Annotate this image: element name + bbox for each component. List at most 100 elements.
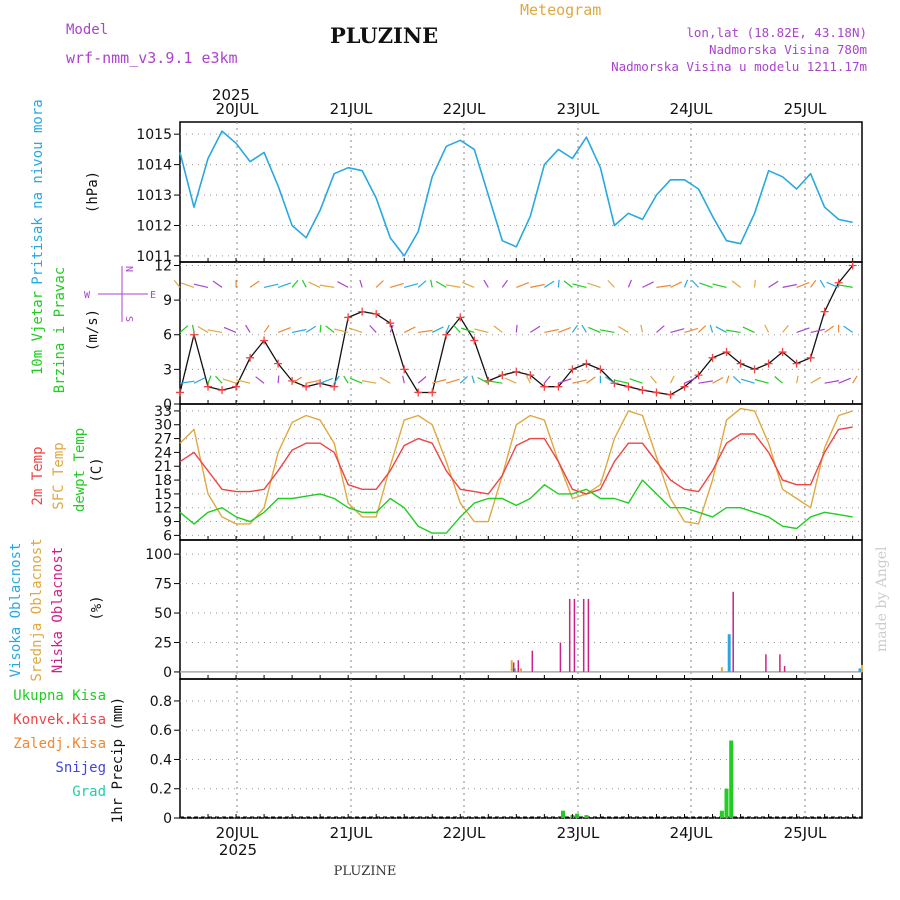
grid-layer: [179, 121, 863, 819]
wind-speed-marker: [358, 307, 367, 316]
wind-direction-arrow: [712, 283, 727, 288]
top-day-label: 25JUL: [784, 100, 827, 118]
precip-unit: 1hr Precip (mm): [110, 697, 126, 823]
cloud-ytick-label: 0: [163, 665, 172, 681]
wind-direction-arrow: [212, 280, 223, 288]
wind-direction-arrow: [617, 325, 629, 333]
precip-ytick-label: 0.2: [150, 782, 172, 798]
cloud-ytick-label: 75: [154, 577, 172, 593]
wind-direction-arrow: [301, 279, 307, 288]
wind-direction-arrow: [369, 324, 377, 333]
wind-speed-marker: [554, 382, 563, 391]
wind-direction-arrow: [305, 325, 317, 333]
wind-direction-arrow: [599, 329, 615, 334]
temp-ytick-label: 15: [154, 487, 172, 503]
wind-direction-arrow: [487, 380, 503, 384]
wind-direction-arrow: [563, 280, 573, 288]
wind-direction-arrow: [530, 283, 545, 288]
wind-direction-arrow: [245, 324, 251, 333]
pressure-ytick-label: 1013: [136, 188, 172, 204]
wind-direction-arrow: [824, 380, 840, 384]
temp2m-line: [179, 426, 853, 495]
top-day-label: 22JUL: [443, 100, 486, 118]
wind-speed-marker: [666, 390, 675, 399]
wind-direction-arrow: [726, 329, 741, 334]
top-day-labels: 20JUL 21JUL 22JUL 23JUL 24JUL 25JUL: [216, 100, 827, 118]
wind-direction-arrow: [826, 281, 839, 288]
wind-ytick-label: 0: [163, 397, 172, 413]
wind-direction-arrow: [656, 284, 671, 288]
pressure-label: Pritisak na nivou mora: [30, 99, 46, 284]
wind-speed-marker: [232, 382, 241, 391]
legend-total-rain: Ukupna Kisa: [13, 688, 106, 704]
wind-direction-arrow: [581, 324, 587, 333]
precip-bar: [729, 740, 734, 818]
wind-speed-marker: [624, 382, 633, 391]
wind-speed-marker: [848, 261, 857, 270]
wind-direction-arrow: [572, 379, 587, 384]
wind-direction-arrow: [544, 280, 555, 288]
wind-direction-arrow: [819, 279, 826, 288]
precip-ytick-label: 0: [163, 811, 172, 827]
temp-unit: (C): [89, 457, 105, 482]
precip-ytick-label: 0.6: [150, 723, 172, 739]
wind-direction-arrow: [379, 376, 391, 384]
wind-ytick-label: 3: [163, 362, 172, 378]
wind-direction-arrow: [483, 279, 489, 288]
wind-direction-arrow: [179, 325, 189, 333]
wind-direction-arrow: [337, 281, 349, 288]
wind-direction-arrow: [754, 378, 769, 384]
temp-ytick-label: 24: [154, 445, 172, 461]
wind-direction-arrow: [640, 324, 644, 333]
wind-direction-arrow: [684, 377, 697, 384]
pressure-frame: [179, 121, 863, 263]
wind-direction-arrow: [389, 324, 394, 333]
pressure-ytick-label: 1011: [136, 249, 172, 265]
temp-ytick-label: 9: [163, 515, 172, 531]
wind-speed-marker: [778, 348, 787, 357]
wind-direction-arrow: [181, 282, 195, 288]
wind-direction-arrow: [796, 375, 799, 384]
wind-direction-arrow: [558, 378, 572, 384]
wind-direction-arrow: [852, 375, 858, 384]
wind-direction-arrow: [731, 280, 741, 288]
wind-direction-arrow: [236, 379, 251, 384]
wind-direction-arrow: [291, 328, 307, 334]
compass-n: N: [123, 266, 134, 272]
precip-bar: [724, 788, 729, 818]
meteogram-title: Meteogram: [520, 1, 601, 19]
wind-direction-arrow: [432, 378, 447, 384]
wind-ytick-label: 9: [163, 293, 172, 309]
wind-direction-arrow: [515, 324, 518, 333]
wind-direction-arrow: [629, 378, 643, 384]
precip-ytick-label: 0.4: [150, 752, 172, 768]
wind-speed-marker: [330, 382, 339, 391]
wind-direction-arrow: [191, 324, 195, 333]
wind-direction-arrow: [742, 326, 755, 333]
wind-direction-arrow: [586, 376, 596, 384]
station-title: PLUZINE: [330, 23, 438, 48]
cloud-ytick-label: 100: [145, 547, 172, 563]
wind-speed-marker: [750, 365, 759, 374]
wind-speed-marker: [176, 388, 184, 397]
cloud-label-1: Visoka Oblacnost: [8, 543, 24, 678]
legend-frozen-rain: Zaledj.Kisa: [13, 736, 106, 752]
wind-direction-arrow: [605, 376, 615, 384]
wind-direction-arrow: [417, 376, 427, 384]
wind-speed-marker: [246, 353, 255, 362]
pressure-ytick-label: 1014: [136, 158, 172, 174]
wind-speed-marker: [764, 359, 773, 368]
wind-speed-marker: [414, 388, 423, 397]
top-day-label: 23JUL: [557, 100, 600, 118]
precip-bar: [719, 810, 724, 818]
wind-direction-arrow: [740, 378, 755, 384]
legend-convective-rain: Konvek.Kisa: [13, 712, 106, 728]
temp-ytick-label: 6: [163, 528, 172, 544]
precip-bar: [584, 815, 589, 818]
wind-speed-marker: [792, 359, 801, 368]
cloud-label-2: Srednja Oblacnost: [29, 538, 45, 681]
wind-speed-marker: [540, 382, 549, 391]
wind-direction-arrow: [319, 324, 322, 333]
wind-direction-arrow: [683, 279, 689, 288]
